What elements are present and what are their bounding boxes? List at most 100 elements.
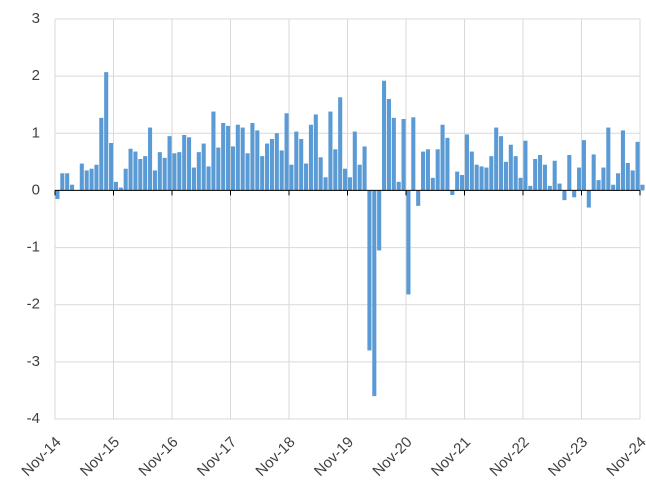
bar (138, 159, 143, 191)
bar (338, 97, 343, 191)
bar (99, 117, 104, 191)
bar (416, 190, 421, 206)
bar (157, 152, 162, 191)
bar (367, 190, 372, 351)
bar (606, 127, 611, 191)
y-tick-label: 3 (32, 10, 40, 27)
bar (269, 139, 274, 191)
bar (60, 173, 65, 191)
y-tick-label: 0 (32, 181, 40, 198)
bar (489, 156, 494, 191)
bar (308, 124, 313, 191)
bar (513, 156, 518, 191)
bar (445, 137, 450, 191)
bar (191, 167, 196, 191)
bar (450, 190, 455, 195)
bar (328, 111, 333, 191)
bar (411, 117, 416, 191)
bar (318, 157, 323, 191)
bar (508, 144, 513, 191)
bar (460, 175, 465, 191)
bar (372, 190, 377, 397)
bar (343, 168, 348, 191)
bar (596, 180, 601, 191)
x-tick-label: Nov-19 (311, 434, 357, 480)
bar (396, 181, 401, 191)
bar (552, 160, 557, 191)
bar (235, 124, 240, 191)
bar (89, 168, 94, 191)
bar (226, 125, 231, 191)
bar (211, 111, 216, 191)
bar (499, 136, 504, 191)
bar (440, 124, 445, 191)
bar (640, 184, 645, 191)
bar (601, 167, 606, 191)
x-tick-label: Nov-18 (252, 434, 298, 480)
bar (245, 153, 250, 191)
bar (494, 127, 499, 191)
bar (182, 135, 187, 191)
bar (274, 133, 279, 191)
bar (333, 149, 338, 191)
bar (425, 149, 430, 191)
bar (572, 190, 577, 198)
bar (260, 156, 265, 191)
y-tick-label: 1 (32, 124, 40, 141)
x-tick-label: Nov-14 (18, 434, 64, 480)
bar (162, 157, 167, 191)
bar (547, 185, 552, 191)
bar (421, 151, 426, 191)
bar (299, 139, 304, 191)
bar (221, 123, 226, 191)
bar (152, 170, 157, 191)
bar (128, 148, 133, 191)
bar (479, 166, 484, 191)
bar (206, 166, 211, 191)
bar (406, 190, 411, 295)
bar (630, 170, 635, 191)
bar (391, 117, 396, 191)
bar (230, 146, 235, 191)
bar (581, 140, 586, 191)
x-tick-label: Nov-16 (135, 434, 181, 480)
bar (533, 159, 538, 191)
bar (55, 190, 60, 199)
bar (250, 123, 255, 191)
bar (611, 184, 616, 191)
bar (104, 72, 109, 191)
bar (65, 173, 70, 191)
bar (625, 163, 630, 191)
bar (172, 153, 177, 191)
bar (123, 168, 128, 191)
y-tick-label: -3 (27, 353, 40, 370)
bar (279, 150, 284, 191)
bar (455, 171, 460, 191)
bar (148, 127, 153, 191)
bar (255, 130, 260, 191)
bar (591, 154, 596, 191)
bar (143, 156, 148, 191)
bar (167, 136, 172, 191)
bar (528, 185, 533, 191)
bar (70, 184, 75, 191)
bar (109, 143, 114, 191)
bar (118, 187, 123, 191)
bar (503, 161, 508, 191)
x-tick-label: Nov-24 (603, 434, 646, 480)
bar (177, 152, 182, 191)
bar (289, 164, 294, 191)
bar (557, 183, 562, 191)
x-tick-label: Nov-22 (486, 434, 532, 480)
x-tick-label: Nov-20 (369, 434, 415, 480)
bar (294, 131, 299, 191)
bar (518, 177, 523, 191)
bar (464, 134, 469, 191)
bar (484, 167, 489, 191)
bar (323, 177, 328, 191)
bar (435, 149, 440, 191)
bar (474, 164, 479, 191)
bar (79, 163, 84, 191)
bar (562, 190, 567, 201)
